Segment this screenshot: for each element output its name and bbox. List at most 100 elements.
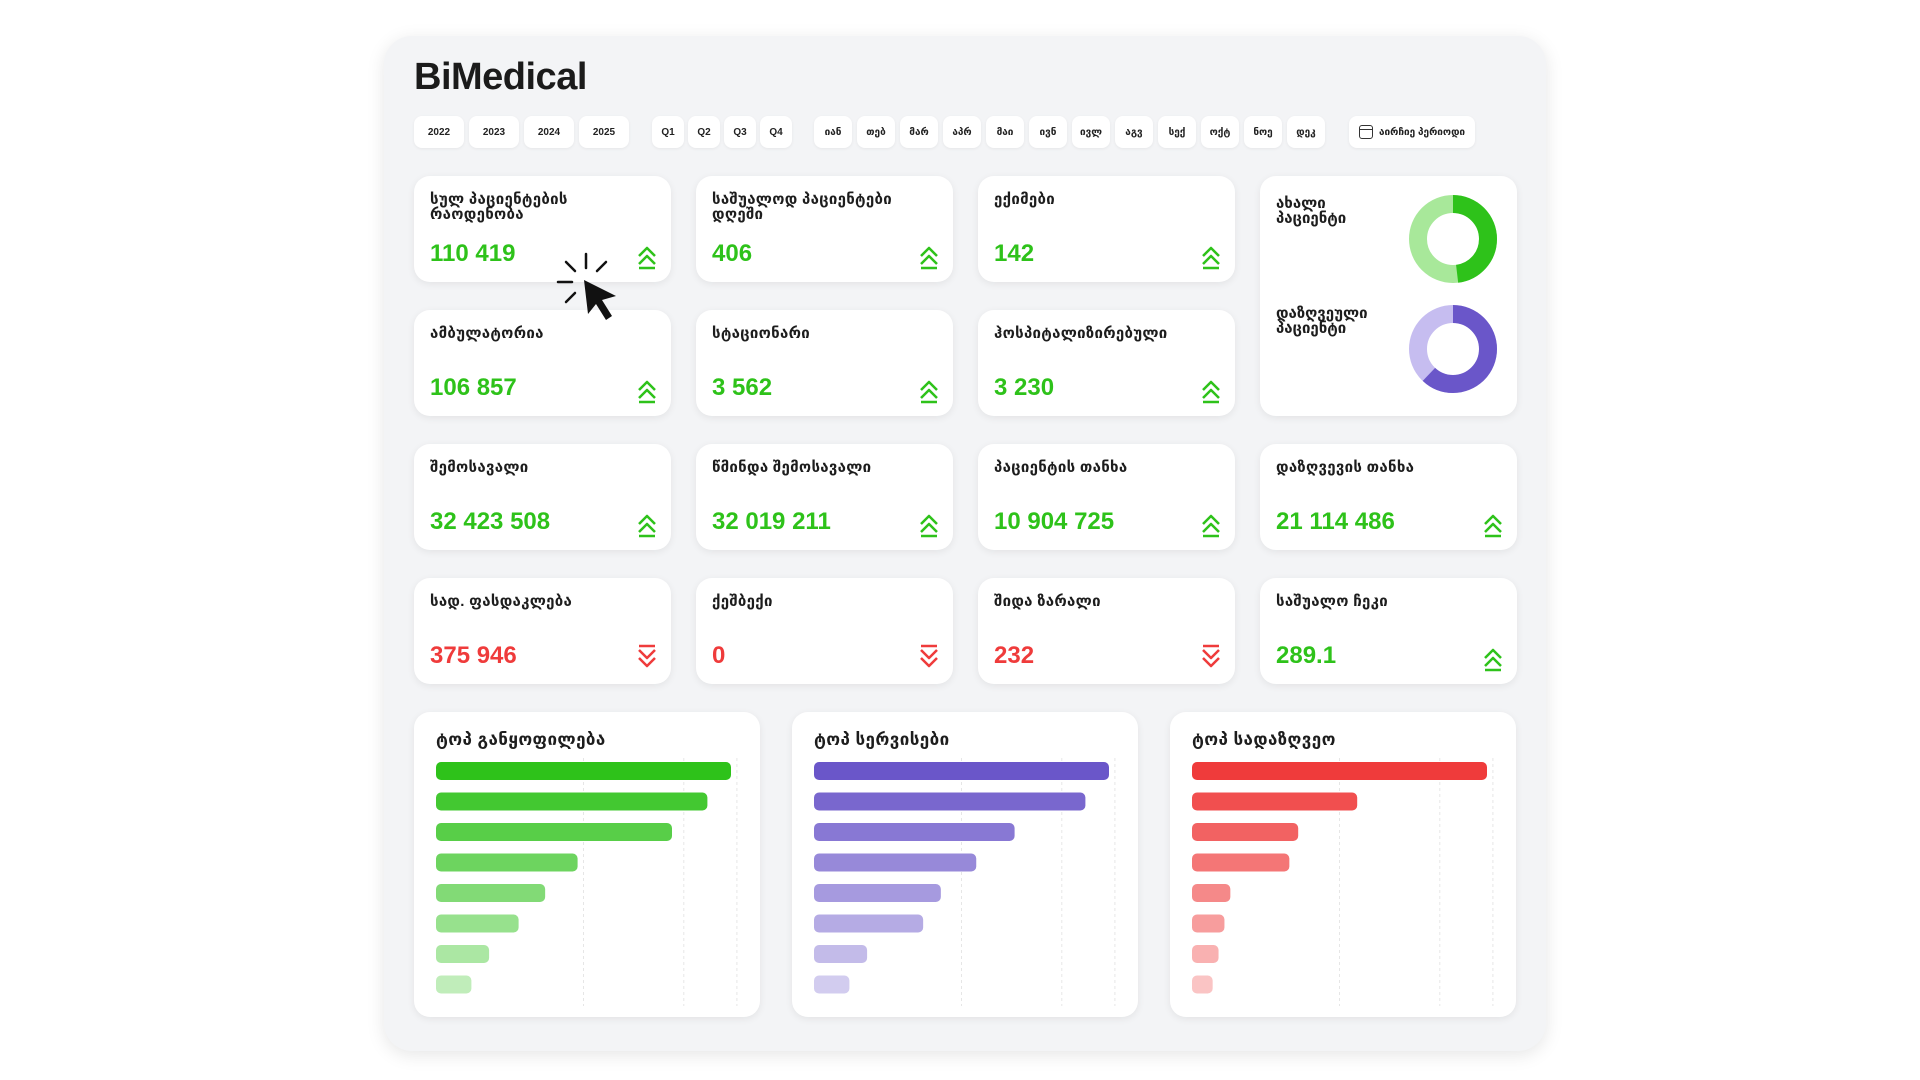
filter-month-jun[interactable]: ივნ bbox=[1029, 116, 1067, 148]
kpi-card-doctors[interactable]: ექიმები 142 bbox=[978, 176, 1235, 282]
filter-month-dec[interactable]: დეკ bbox=[1287, 116, 1325, 148]
bar[interactable] bbox=[814, 762, 1109, 780]
filter-quarter-q1[interactable]: Q1 bbox=[652, 116, 684, 148]
filter-month-apr[interactable]: აპრ bbox=[943, 116, 981, 148]
kpi-card-avg-patients-daily[interactable]: საშუალოდ პაციენტები დღეში 406 bbox=[696, 176, 953, 282]
filter-year-2022[interactable]: 2022 bbox=[414, 116, 464, 148]
trend-up-icon bbox=[1202, 246, 1220, 270]
kpi-card-total-patients[interactable]: სულ პაციენტების რაოდენობა 110 419 bbox=[414, 176, 671, 282]
kpi-title: სტაციონარი bbox=[712, 325, 810, 342]
filter-month-may[interactable]: მაი bbox=[986, 116, 1024, 148]
filter-year-2025[interactable]: 2025 bbox=[579, 116, 629, 148]
bar[interactable] bbox=[436, 823, 672, 841]
kpi-card-net-income[interactable]: წმინდა შემოსავალი 32 019 211 bbox=[696, 444, 953, 550]
bar[interactable] bbox=[1192, 945, 1219, 963]
chart-card-top-departments[interactable]: ტოპ განყოფილება bbox=[414, 712, 760, 1017]
trend-up-icon bbox=[1202, 514, 1220, 538]
kpi-value: 21 114 486 bbox=[1276, 508, 1395, 535]
bar[interactable] bbox=[436, 792, 708, 811]
trend-up-icon bbox=[920, 246, 938, 270]
filter-quarter-q3[interactable]: Q3 bbox=[724, 116, 756, 148]
bar[interactable] bbox=[436, 945, 490, 963]
bar[interactable] bbox=[1192, 884, 1231, 902]
kpi-card-internal-loss[interactable]: შიდა ზარალი 232 bbox=[978, 578, 1235, 684]
filter-month-feb[interactable]: თებ bbox=[857, 116, 895, 148]
kpi-card-ambulatory[interactable]: ამბულატორია 106 857 bbox=[414, 310, 671, 416]
filter-month-mar[interactable]: მარ bbox=[900, 116, 938, 148]
bar[interactable] bbox=[1192, 792, 1358, 811]
filter-quarter-q2[interactable]: Q2 bbox=[688, 116, 720, 148]
bar[interactable] bbox=[814, 945, 868, 963]
bar[interactable] bbox=[1192, 823, 1299, 841]
top-insurers-chart bbox=[1192, 758, 1494, 1006]
kpi-value: 0 bbox=[712, 642, 726, 669]
kpi-card-insurance-amount[interactable]: დაზღვევის თანხა 21 114 486 bbox=[1260, 444, 1517, 550]
kpi-title: დაზღვევის თანხა bbox=[1276, 459, 1415, 476]
bar[interactable] bbox=[1192, 914, 1225, 933]
bar[interactable] bbox=[814, 914, 924, 933]
app-logo: BiMedical bbox=[414, 56, 587, 98]
kpi-title: სად. ფასდაკლება bbox=[430, 593, 573, 610]
trend-up-icon bbox=[1202, 380, 1220, 404]
kpi-card-insurance-discount[interactable]: სად. ფასდაკლება 375 946 bbox=[414, 578, 671, 684]
donut-share-arc bbox=[1409, 195, 1497, 283]
trend-up-icon bbox=[1484, 514, 1502, 538]
bar[interactable] bbox=[1192, 762, 1487, 780]
kpi-title: ამბულატორია bbox=[430, 325, 544, 342]
kpi-title: პაციენტის თანხა bbox=[994, 459, 1128, 476]
kpi-title: ქეშბექი bbox=[712, 593, 773, 610]
kpi-card-discount[interactable]: ქეშბექი 0 bbox=[696, 578, 953, 684]
chart-title: ტოპ განყოფილება bbox=[436, 730, 606, 749]
chart-card-top-insurers[interactable]: ტოპ სადაზღვეო bbox=[1170, 712, 1516, 1017]
kpi-card-hospitalized[interactable]: ჰოსპიტალიზირებული 3 230 bbox=[978, 310, 1235, 416]
chart-title: ტოპ სადაზღვეო bbox=[1192, 730, 1336, 749]
top-services-chart bbox=[814, 758, 1116, 1006]
bar[interactable] bbox=[1192, 975, 1213, 994]
filter-month-sep[interactable]: სექ bbox=[1158, 116, 1196, 148]
filter-bar: 2022 2023 2024 2025 Q1 Q2 Q3 Q4 იან თებ … bbox=[414, 116, 1524, 148]
patient-donuts-card[interactable]: ახალი პაციენტი დაზღვეული პაციენტი bbox=[1260, 176, 1517, 416]
kpi-card-patient-amount[interactable]: პაციენტის თანხა 10 904 725 bbox=[978, 444, 1235, 550]
filter-year-2023[interactable]: 2023 bbox=[469, 116, 519, 148]
kpi-title: საშუალო ჩეკი bbox=[1276, 593, 1389, 610]
bar[interactable] bbox=[436, 914, 519, 933]
filter-month-jan[interactable]: იან bbox=[814, 116, 852, 148]
period-picker-label: აირჩიე პერიოდი bbox=[1378, 126, 1466, 138]
trend-down-icon bbox=[638, 644, 656, 668]
kpi-value: 110 419 bbox=[430, 240, 516, 267]
kpi-value: 289.1 bbox=[1276, 642, 1337, 669]
filter-year-2024[interactable]: 2024 bbox=[524, 116, 574, 148]
dashboard-panel: BiMedical 2022 2023 2024 2025 Q1 Q2 Q3 Q… bbox=[384, 36, 1546, 1051]
bar[interactable] bbox=[436, 884, 546, 902]
top-departments-chart bbox=[436, 758, 738, 1006]
kpi-card-avg-check[interactable]: საშუალო ჩეკი 289.1 bbox=[1260, 578, 1517, 684]
bar[interactable] bbox=[436, 975, 472, 994]
kpi-value: 32 019 211 bbox=[712, 508, 831, 535]
bar[interactable] bbox=[814, 975, 850, 994]
kpi-title: წმინდა შემოსავალი bbox=[712, 459, 872, 476]
bar[interactable] bbox=[814, 884, 941, 902]
kpi-title: საშუალოდ პაციენტები დღეში bbox=[712, 191, 892, 223]
kpi-card-stationary[interactable]: სტაციონარი 3 562 bbox=[696, 310, 953, 416]
kpi-value: 3 562 bbox=[712, 374, 773, 401]
kpi-value: 232 bbox=[994, 642, 1035, 669]
bar[interactable] bbox=[436, 762, 731, 780]
filter-month-aug[interactable]: აგვ bbox=[1115, 116, 1153, 148]
bar[interactable] bbox=[436, 853, 578, 872]
kpi-card-income[interactable]: შემოსავალი 32 423 508 bbox=[414, 444, 671, 550]
period-picker-button[interactable]: აირჩიე პერიოდი bbox=[1349, 116, 1475, 148]
kpi-value: 32 423 508 bbox=[430, 508, 551, 535]
filter-month-jul[interactable]: ივლ bbox=[1072, 116, 1110, 148]
kpi-value: 375 946 bbox=[430, 642, 517, 669]
filter-quarter-q4[interactable]: Q4 bbox=[760, 116, 792, 148]
bar[interactable] bbox=[814, 853, 977, 872]
donut-share-arc bbox=[1409, 305, 1497, 393]
filter-month-oct[interactable]: ოქტ bbox=[1201, 116, 1239, 148]
filter-month-nov[interactable]: ნოე bbox=[1244, 116, 1282, 148]
chart-card-top-services[interactable]: ტოპ სერვისები bbox=[792, 712, 1138, 1017]
trend-up-icon bbox=[1484, 648, 1502, 672]
bar[interactable] bbox=[814, 792, 1086, 811]
bar[interactable] bbox=[814, 823, 1015, 841]
trend-up-icon bbox=[638, 246, 656, 270]
bar[interactable] bbox=[1192, 853, 1290, 872]
